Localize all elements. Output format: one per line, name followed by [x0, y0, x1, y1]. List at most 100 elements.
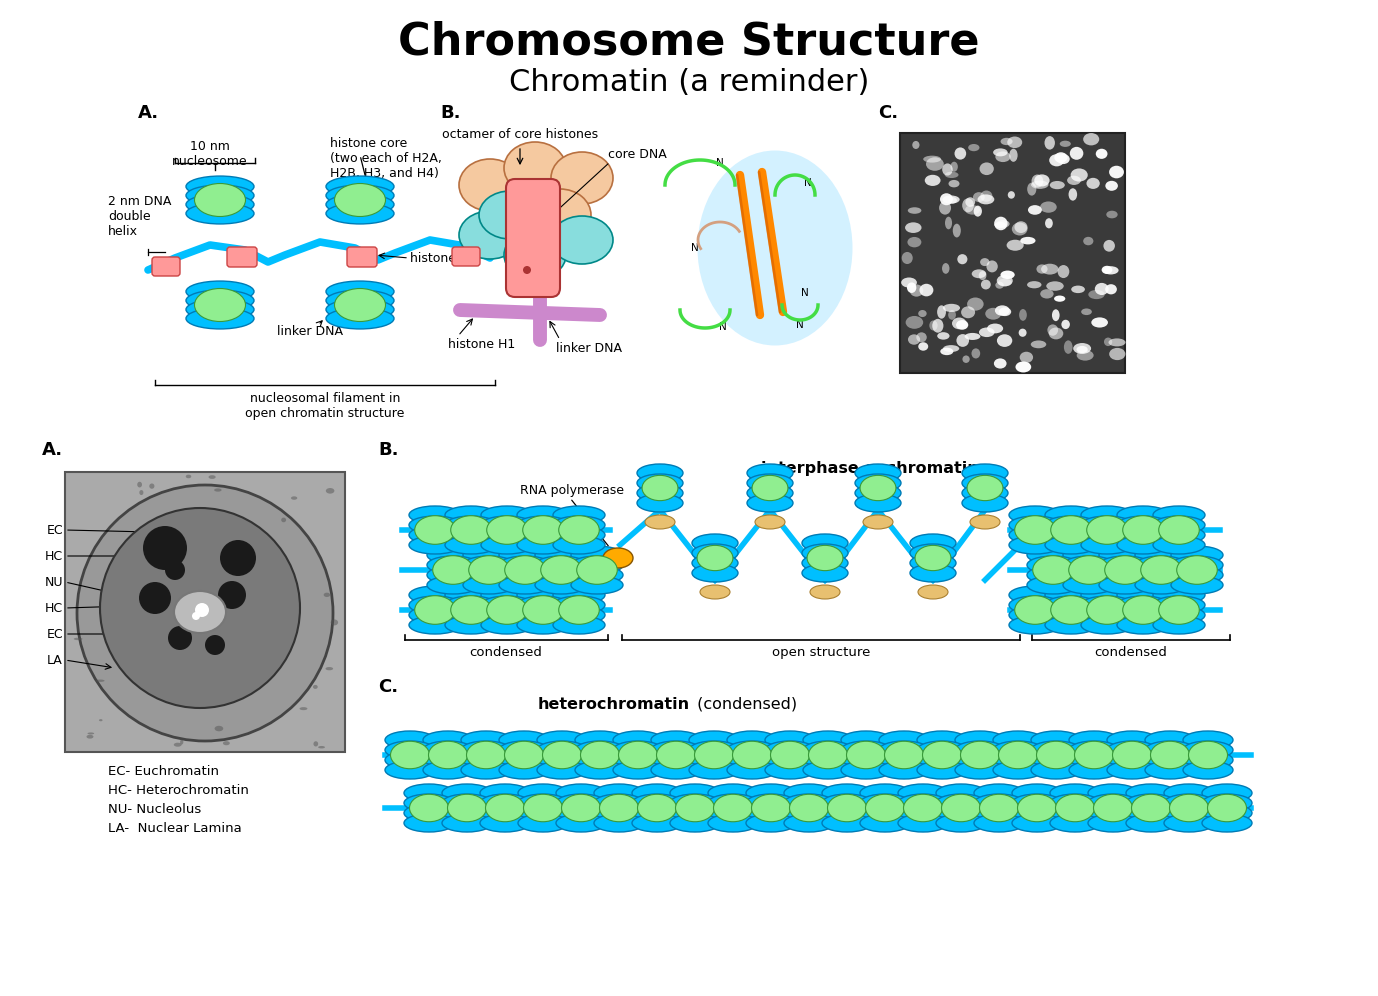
Ellipse shape [486, 596, 528, 624]
Ellipse shape [499, 751, 548, 769]
Text: linker DNA: linker DNA [555, 342, 621, 355]
Ellipse shape [978, 271, 987, 280]
Ellipse shape [409, 586, 462, 604]
Ellipse shape [1145, 751, 1195, 769]
Ellipse shape [96, 679, 105, 682]
Ellipse shape [463, 576, 515, 594]
Ellipse shape [952, 318, 966, 330]
Ellipse shape [1011, 222, 1028, 235]
Text: linker DNA: linker DNA [277, 325, 343, 338]
Ellipse shape [909, 554, 956, 572]
Ellipse shape [1182, 751, 1233, 769]
Ellipse shape [553, 606, 605, 624]
Ellipse shape [481, 586, 533, 604]
Ellipse shape [675, 794, 715, 822]
Ellipse shape [1006, 240, 1024, 251]
Ellipse shape [423, 731, 473, 749]
Ellipse shape [384, 731, 435, 749]
Ellipse shape [1089, 814, 1138, 832]
Ellipse shape [1009, 526, 1061, 544]
Ellipse shape [481, 536, 533, 554]
Ellipse shape [733, 741, 772, 769]
Ellipse shape [943, 163, 952, 175]
FancyBboxPatch shape [452, 247, 480, 266]
Ellipse shape [940, 348, 954, 356]
Ellipse shape [423, 761, 473, 779]
Ellipse shape [174, 591, 226, 633]
Ellipse shape [971, 269, 987, 278]
Ellipse shape [1018, 329, 1027, 337]
Ellipse shape [1207, 794, 1247, 822]
Ellipse shape [909, 564, 956, 582]
Ellipse shape [695, 741, 733, 769]
Ellipse shape [940, 193, 954, 205]
Ellipse shape [823, 794, 872, 812]
Ellipse shape [650, 731, 701, 749]
Ellipse shape [462, 751, 511, 769]
Ellipse shape [863, 515, 893, 529]
Ellipse shape [1014, 596, 1056, 624]
Ellipse shape [1075, 741, 1113, 769]
Ellipse shape [423, 741, 473, 759]
Ellipse shape [1049, 154, 1064, 166]
Ellipse shape [745, 814, 796, 832]
Ellipse shape [1080, 536, 1133, 554]
Ellipse shape [955, 761, 1005, 779]
Ellipse shape [1123, 596, 1163, 624]
Ellipse shape [803, 761, 853, 779]
Ellipse shape [543, 741, 582, 769]
Ellipse shape [499, 576, 551, 594]
Ellipse shape [765, 761, 814, 779]
Ellipse shape [918, 343, 929, 351]
Ellipse shape [860, 794, 909, 812]
Ellipse shape [802, 564, 847, 582]
Ellipse shape [517, 616, 569, 634]
Ellipse shape [1036, 741, 1075, 769]
Ellipse shape [459, 211, 521, 259]
Ellipse shape [1080, 506, 1133, 524]
Ellipse shape [1011, 804, 1062, 822]
Ellipse shape [747, 464, 792, 482]
Ellipse shape [1031, 751, 1080, 769]
Ellipse shape [689, 731, 739, 749]
Circle shape [101, 508, 300, 708]
Ellipse shape [486, 516, 528, 544]
Ellipse shape [522, 516, 564, 544]
Ellipse shape [1109, 348, 1126, 361]
Ellipse shape [522, 596, 564, 624]
Ellipse shape [575, 741, 626, 759]
Ellipse shape [1009, 596, 1061, 614]
Text: C.: C. [878, 104, 898, 122]
Ellipse shape [751, 794, 791, 822]
Ellipse shape [1020, 309, 1027, 321]
Ellipse shape [427, 546, 480, 564]
Ellipse shape [974, 205, 983, 217]
FancyBboxPatch shape [347, 247, 378, 267]
Ellipse shape [481, 606, 533, 624]
Ellipse shape [499, 566, 551, 584]
Ellipse shape [462, 741, 511, 759]
Ellipse shape [637, 494, 683, 512]
Circle shape [205, 635, 225, 655]
Ellipse shape [215, 726, 223, 731]
Ellipse shape [1000, 271, 1014, 279]
Ellipse shape [463, 546, 515, 564]
Ellipse shape [459, 159, 521, 211]
Ellipse shape [996, 335, 1013, 347]
Ellipse shape [926, 157, 944, 170]
Ellipse shape [765, 741, 814, 759]
Ellipse shape [445, 586, 497, 604]
Ellipse shape [985, 308, 1002, 320]
Ellipse shape [689, 741, 739, 759]
Ellipse shape [535, 576, 587, 594]
Text: 10 nm
nucleosome: 10 nm nucleosome [172, 140, 248, 168]
Ellipse shape [854, 484, 901, 502]
Ellipse shape [708, 804, 758, 822]
Text: B.: B. [378, 441, 398, 459]
Ellipse shape [980, 190, 992, 202]
Ellipse shape [670, 804, 719, 822]
Ellipse shape [324, 593, 331, 597]
Ellipse shape [967, 475, 1003, 501]
Ellipse shape [1105, 284, 1118, 295]
Ellipse shape [1069, 751, 1119, 769]
